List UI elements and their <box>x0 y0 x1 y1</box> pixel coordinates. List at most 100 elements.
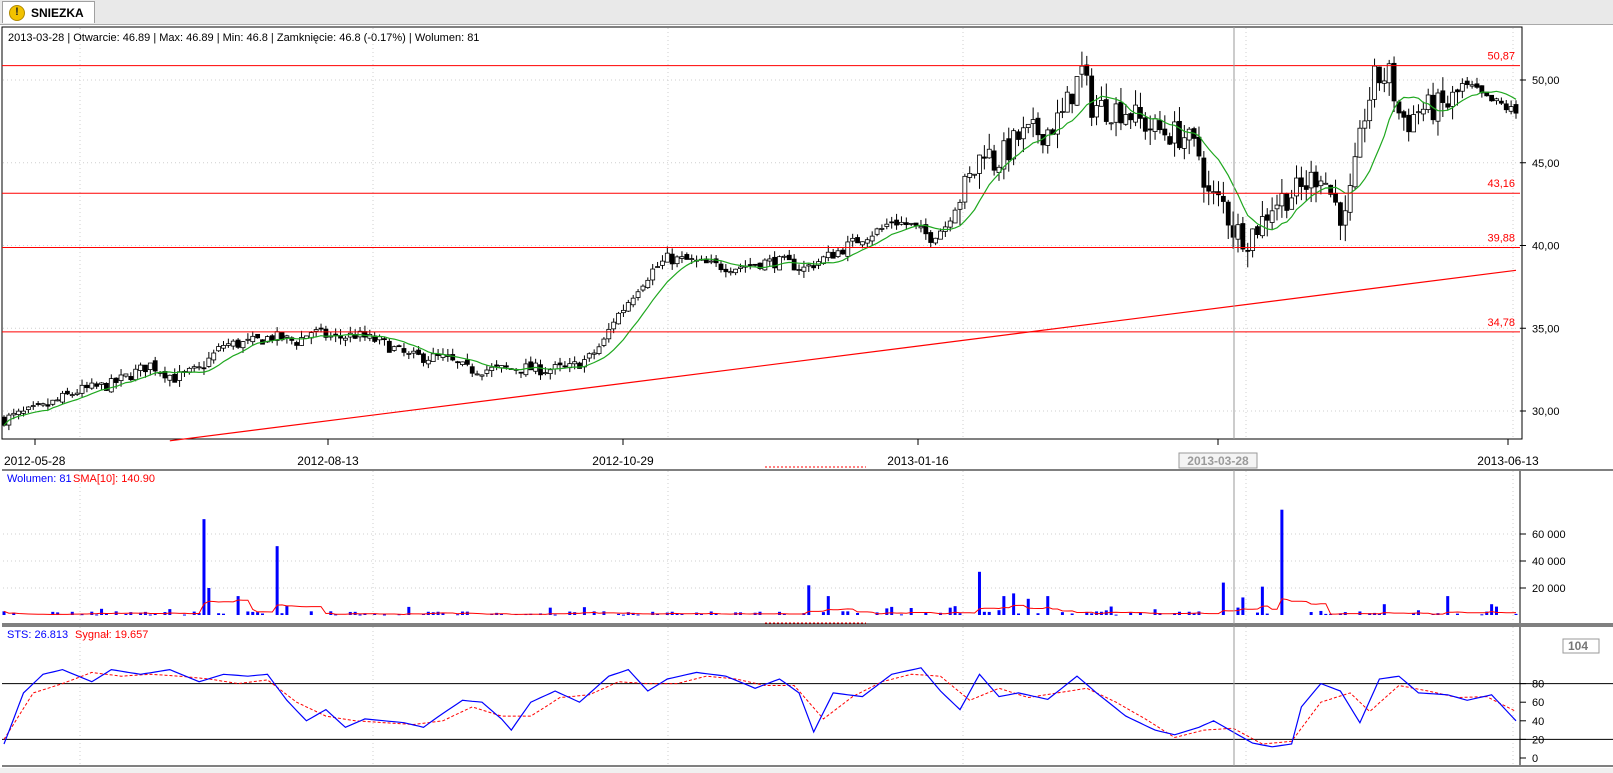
candle-body <box>425 359 431 365</box>
candle-body <box>1225 201 1231 226</box>
x-tick-label: 2013-06-13 <box>1477 454 1539 468</box>
selected-date-box <box>1178 452 1258 469</box>
candle-body <box>674 256 680 265</box>
candle-body <box>1425 94 1431 110</box>
candle-body <box>684 254 690 260</box>
candle-body <box>1401 111 1407 118</box>
volume-bar <box>1017 613 1021 615</box>
candle-body <box>557 362 563 366</box>
level-label: 50,87 <box>1487 51 1515 63</box>
price-y-tick-label: 50,00 <box>1532 75 1560 87</box>
sts-value-box <box>1562 638 1600 654</box>
volume-bar <box>104 613 108 615</box>
candle-body <box>386 340 392 353</box>
candle-body <box>918 225 924 229</box>
candle-body <box>1099 100 1104 107</box>
candle-body <box>938 230 943 240</box>
volume-bar <box>909 608 913 615</box>
volume-bar <box>251 611 255 615</box>
candle-body <box>1006 138 1012 161</box>
volume-bar <box>456 614 460 616</box>
volume-y-tick-label: 60 000 <box>1532 529 1566 541</box>
volume-bar <box>553 614 557 616</box>
candle-body <box>1328 184 1334 195</box>
tab-bar: ! SNIEZKA <box>0 0 1613 25</box>
candle-body <box>1333 192 1338 203</box>
candle-body <box>884 223 890 227</box>
volume-bar <box>997 610 1001 615</box>
candle-body <box>450 354 456 361</box>
candle-body <box>811 265 817 269</box>
candle-body <box>869 235 875 242</box>
volume-bar <box>197 612 201 615</box>
chart-area[interactable]: 50,87 43,16 39,88 34,78 2013-03-28 | Otwarc… <box>0 25 1613 768</box>
candle-body <box>172 373 178 383</box>
candle-body <box>933 237 938 244</box>
candle-body <box>196 366 202 369</box>
candle-body <box>1108 122 1114 125</box>
candle-body <box>382 338 387 341</box>
candle-body <box>1503 103 1509 111</box>
price-y-tick-label: 35,00 <box>1532 323 1560 335</box>
candle-body <box>1420 108 1426 115</box>
candle-body <box>738 266 743 269</box>
candle-body <box>1489 94 1495 102</box>
volume-bar <box>168 609 172 615</box>
volume-y-tick-label: 20 000 <box>1532 583 1566 595</box>
volume-bar <box>1070 613 1074 615</box>
candle-body <box>79 384 85 394</box>
volume-bar <box>124 613 128 615</box>
candle-body <box>840 249 846 255</box>
candle-body <box>596 346 602 354</box>
candle-body <box>1352 156 1358 188</box>
candle-body <box>1162 128 1168 136</box>
volume-bar <box>441 613 445 615</box>
candle-body <box>1064 91 1070 113</box>
candle-body <box>343 337 348 341</box>
volume-bar <box>651 611 655 615</box>
candle-body <box>1147 128 1153 131</box>
sts-y-tick-label: 60 <box>1532 697 1544 709</box>
price-y-tick-label: 30,00 <box>1532 406 1560 418</box>
volume-bar <box>1412 613 1416 615</box>
volume-bar <box>1324 613 1328 615</box>
candle-body <box>552 364 558 370</box>
candle-body <box>1167 136 1173 145</box>
candle-body <box>591 352 597 355</box>
candle-body <box>928 232 934 243</box>
volume-bar <box>139 612 143 615</box>
candle-body <box>430 353 436 362</box>
candle-body <box>152 360 158 372</box>
candle-body <box>391 346 397 351</box>
candle-body <box>269 335 275 341</box>
tab-sniezka[interactable]: ! SNIEZKA <box>2 1 95 23</box>
volume-bar <box>1494 606 1498 615</box>
volume-bar <box>680 613 684 615</box>
candle-body <box>1011 130 1017 160</box>
candle-body <box>318 327 324 330</box>
candle-body <box>796 269 802 271</box>
candle-body <box>542 372 548 375</box>
candle-body <box>791 258 797 271</box>
candle-body <box>128 376 134 381</box>
volume-bar <box>100 608 104 615</box>
price-panel: 50,87 43,16 39,88 34,78 2013-03-28 | Otwarc… <box>1 26 1560 469</box>
volume-bar <box>80 614 84 616</box>
candle-body <box>138 364 143 371</box>
volume-bar <box>841 611 845 615</box>
volume-bar <box>1114 614 1118 616</box>
candle-body <box>957 201 963 210</box>
stochastic-lines <box>3 667 1517 748</box>
volume-bar <box>261 613 265 615</box>
candle-body <box>123 373 129 377</box>
candle-body <box>455 361 461 364</box>
volume-bar <box>548 607 552 615</box>
candle-body <box>1381 80 1387 84</box>
candle-body <box>1118 101 1124 124</box>
candle-body <box>411 350 417 354</box>
candle-body <box>528 361 534 371</box>
candle-body <box>489 366 495 371</box>
warning-icon: ! <box>9 4 25 21</box>
volume-bar <box>899 614 903 616</box>
volume-bar <box>982 611 986 615</box>
